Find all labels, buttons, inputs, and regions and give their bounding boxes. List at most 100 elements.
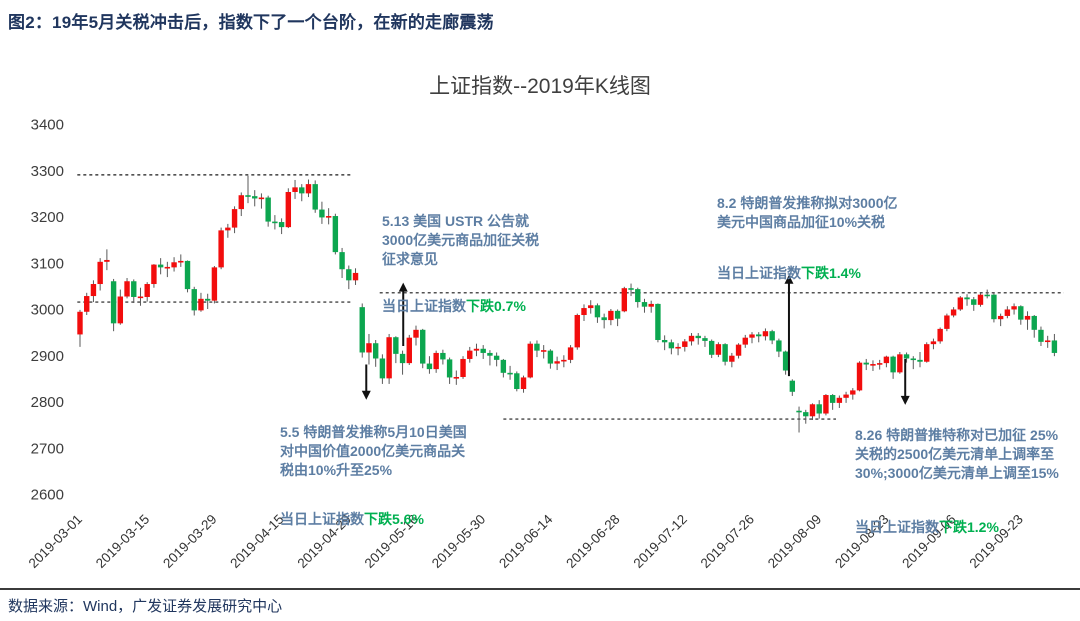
candle-down (829, 395, 836, 403)
candle-down (722, 344, 728, 362)
candle-down (1018, 306, 1024, 320)
y-tick-label: 3000 (31, 302, 64, 319)
candle-down (964, 297, 970, 300)
candle-up (366, 343, 372, 353)
candle-up (561, 359, 567, 362)
candle-up (809, 404, 816, 417)
footer-divider (0, 588, 1080, 590)
candle-down (601, 317, 607, 321)
annotation-5-13-ustr: 5.13 美国 USTR 公告就 3000亿美元商品加征关税 征求意见 当日上证… (382, 193, 602, 335)
candle-up (977, 294, 984, 305)
candle-up (144, 284, 150, 297)
candle-up (151, 264, 157, 285)
candle-down (769, 331, 775, 341)
candle-up (540, 350, 547, 352)
candle-down (426, 363, 433, 370)
candle-up (554, 361, 560, 364)
candle-up (1004, 309, 1011, 316)
candle-up (735, 344, 742, 356)
candle-down (184, 260, 191, 290)
candle-up (90, 284, 97, 297)
candle-up (97, 261, 103, 285)
x-tick-label: 2019-07-12 (630, 512, 689, 571)
candle-down (661, 339, 668, 343)
candle-up (567, 347, 574, 360)
candle-up (648, 303, 654, 307)
candle-up (762, 331, 769, 337)
candle-down (359, 307, 365, 353)
impact-prefix: 当日上证指数 (717, 265, 801, 281)
candle-up (124, 281, 130, 297)
impact-prefix: 当日上证指数 (382, 298, 466, 314)
candle-up (870, 364, 876, 366)
candle-down (339, 252, 345, 270)
candle-down (789, 380, 796, 392)
annotation-8-2-trump: 8.2 特朗普发推称拟对3000亿 美元中国商品加征10%关税 当日上证指数下跌… (717, 175, 952, 302)
annotation-impact: 当日上证指数下跌5.6% (280, 510, 512, 529)
candle-down (312, 184, 318, 210)
candle-up (305, 184, 312, 194)
candle-up (856, 362, 863, 391)
candle-up (238, 195, 244, 210)
candle-down (110, 281, 117, 324)
y-tick-label: 2800 (31, 394, 64, 411)
y-tick-label: 3300 (31, 163, 64, 180)
candle-up (682, 341, 688, 347)
annotation-8-26-trump: 8.26 特朗普推特称对已加征 25% 关税的2500亿美元清单上调率至 30%… (855, 407, 1080, 556)
candle-down (971, 299, 977, 305)
candle-down (399, 353, 406, 364)
candle-up (171, 262, 177, 268)
data-source: 数据来源：Wind，广发证券发展研究中心 (8, 598, 283, 615)
annotation-impact: 当日上证指数下跌1.2% (855, 518, 1080, 537)
candle-up (433, 352, 439, 370)
candle-up (876, 363, 883, 365)
impact-value: 下跌5.6% (364, 511, 424, 527)
x-tick-label: 2019-03-15 (93, 512, 152, 571)
candle-down (782, 351, 789, 371)
candle-up (924, 344, 930, 362)
y-tick-label: 3400 (31, 117, 64, 134)
candle-down (299, 187, 305, 194)
candle-up (621, 288, 628, 312)
annotation-impact: 当日上证指数下跌0.7% (382, 297, 602, 316)
candle-up (285, 191, 292, 228)
candle-down (514, 373, 520, 390)
impact-prefix: 当日上证指数 (855, 519, 939, 535)
candle-down (910, 358, 916, 361)
candle-down (695, 335, 701, 339)
x-tick-label: 2019-03-01 (26, 512, 85, 571)
candle-down (420, 329, 426, 364)
candle-up (325, 216, 332, 218)
candle-up (608, 310, 614, 321)
y-tick-label: 2600 (31, 487, 64, 504)
candle-up (715, 344, 722, 355)
y-tick-label: 3200 (31, 209, 64, 226)
candle-up (231, 209, 238, 228)
candle-up (117, 296, 124, 324)
down-arrow-head (900, 395, 910, 405)
candle-down (319, 209, 325, 218)
candle-down (1031, 315, 1037, 330)
candle-down (500, 359, 507, 373)
candle-up (675, 346, 681, 349)
x-tick-label: 2019-03-29 (160, 512, 219, 571)
candle-up (581, 308, 587, 316)
figure-caption: 图2：19年5月关税冲击后，指数下了一个台阶，在新的走廊震荡 (8, 13, 494, 32)
up-arrow-head (784, 274, 794, 284)
candle-up (460, 358, 466, 377)
candle-down (702, 338, 708, 341)
candle-up (1044, 340, 1051, 343)
candle-down (440, 352, 446, 360)
candle-down (796, 410, 802, 413)
candle-up (520, 377, 527, 390)
impact-value: 下跌1.2% (939, 519, 999, 535)
x-tick-label: 2019-04-15 (227, 512, 286, 571)
candle-up (406, 337, 412, 364)
candle-down (594, 305, 601, 318)
up-arrow-head (398, 282, 408, 292)
candle-down (131, 281, 137, 297)
candle-up (467, 350, 473, 359)
annotation-text: 5.13 美国 USTR 公告就 3000亿美元商品加征关税 征求意见 (382, 213, 540, 267)
